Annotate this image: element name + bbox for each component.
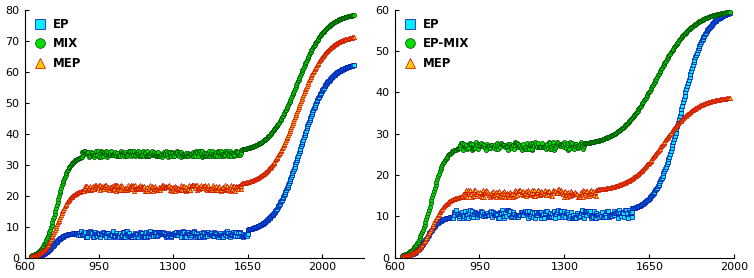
MEP [418,243,427,246]
EP [336,69,345,72]
MIX [349,14,358,17]
EP-MIX [532,145,541,148]
EP [634,204,643,208]
MIX [335,18,344,21]
MEP [693,105,702,108]
MEP [478,195,487,199]
Line: EP-MIX: EP-MIX [400,10,731,258]
EP [725,11,734,15]
EP-MIX [406,250,415,253]
MIX [256,142,265,145]
MEP [344,37,353,40]
MIX [63,168,72,172]
Line: EP: EP [400,11,731,259]
Legend: EP, MIX, MEP: EP, MIX, MEP [30,16,84,72]
Line: EP: EP [29,63,356,259]
MEP [725,96,734,100]
MEP [335,40,344,43]
EP [64,233,73,236]
MEP [26,255,35,258]
MEP [589,191,598,195]
MIX [26,254,35,257]
MEP [83,188,92,192]
MEP [65,197,74,201]
EP-MIX [526,142,535,145]
MIX [81,152,90,156]
EP [349,64,358,67]
EP-MIX [397,254,406,257]
EP [605,214,614,217]
MIX [204,154,213,157]
MEP [349,35,358,39]
EP [529,215,538,219]
MEP [397,255,406,258]
EP-MIX [460,145,469,149]
Legend: EP, EP-MIX, MEP: EP, EP-MIX, MEP [400,16,471,72]
EP [439,218,448,221]
MIX [344,15,353,18]
Line: MEP: MEP [400,96,731,259]
EP [506,210,515,213]
MEP [205,188,214,191]
EP-MIX [679,34,688,37]
EP [26,255,35,259]
MEP [256,175,265,178]
EP [397,255,406,259]
Line: MEP: MEP [29,35,356,259]
EP [210,230,219,233]
Line: MIX: MIX [29,13,356,258]
EP-MIX [678,35,687,38]
EP [345,65,354,68]
EP [81,235,90,239]
EP-MIX [725,10,734,14]
MEP [443,201,452,204]
MEP [697,103,706,106]
EP [636,203,645,207]
EP [261,220,270,223]
